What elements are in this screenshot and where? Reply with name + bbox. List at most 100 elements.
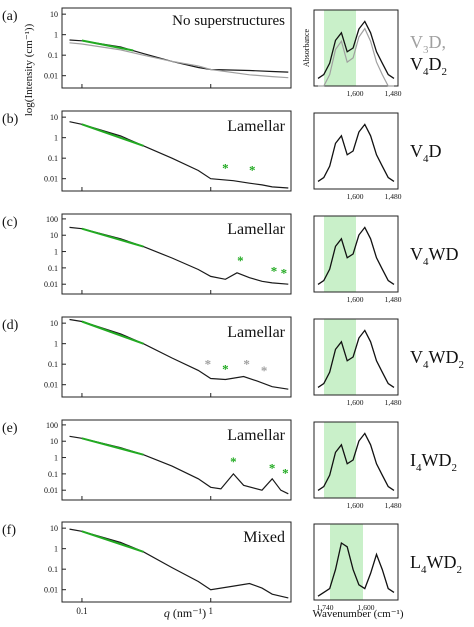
- sample-subscript: 4: [421, 564, 427, 576]
- x-axis-q-symbol: q: [164, 606, 170, 620]
- annotation: Mixed: [243, 529, 285, 546]
- y-tick-label: 0.01: [44, 72, 58, 81]
- y-tick-label: 0.1: [48, 51, 58, 60]
- sample-label: V4WD: [410, 244, 459, 268]
- sample-subscript: 4: [423, 66, 429, 78]
- sample-rest: WD: [427, 552, 457, 572]
- y-tick-label: 1: [54, 545, 58, 554]
- annotation: Lamellar: [227, 221, 285, 238]
- peak-marker: *: [222, 161, 229, 176]
- sample-label: I4WD2: [410, 450, 457, 474]
- peak-marker: *: [222, 362, 229, 377]
- saxs-frame: [61, 316, 292, 398]
- panel-label: (b): [2, 112, 19, 127]
- fit-line: [81, 39, 134, 52]
- ir-inset: 1,600 1,480: [313, 215, 402, 304]
- ir-tick-label: 1,480: [385, 89, 402, 98]
- ir-inset: 1,600 1,480: [313, 9, 402, 98]
- sample-subscript: 4: [423, 359, 429, 371]
- saxs-frame: [61, 213, 292, 295]
- annotation: Lamellar: [227, 427, 285, 444]
- y-tick-label: 1: [54, 454, 58, 463]
- series-line-black: [69, 318, 289, 390]
- sample-rest: D,: [429, 32, 447, 52]
- x-axis-label-wavenumber: Wavenumber (cm⁻¹): [313, 608, 404, 620]
- ir-spectrum: [317, 432, 395, 491]
- y-tick-label: 10: [50, 231, 58, 240]
- ir-tick-label: 1,600: [347, 501, 364, 510]
- peak-marker: *: [230, 454, 237, 469]
- y-tick-label: 0.01: [44, 486, 58, 495]
- x-axis-q-unit: (nm⁻¹): [173, 606, 206, 620]
- ir-tick-label: 1,600: [347, 398, 364, 407]
- panel-label: (d): [2, 318, 19, 333]
- ir-tick-label: 1,600: [347, 295, 364, 304]
- ir-spectrum: [317, 123, 395, 182]
- y-tick-label: 0.1: [48, 470, 58, 479]
- fit-line: [81, 123, 144, 147]
- sample-subscript: 4: [423, 256, 429, 268]
- annotation: Lamellar: [227, 118, 285, 135]
- saxs-frame: [61, 7, 292, 89]
- y-tick-label: 0.1: [48, 264, 58, 273]
- sample-label: V4D: [410, 141, 442, 165]
- ir-amide-band: [324, 319, 356, 395]
- ir-amide-band: [324, 10, 356, 86]
- panel-4: 100 10 1 0.1 0.01 * * * (e) Lamellar 1,600 1,480 I4W…: [2, 419, 457, 510]
- panel-0: 10 1 0.1 0.01 (a) No superstructures 1,600 1,48…: [2, 7, 447, 98]
- fit-line: [81, 320, 144, 345]
- ir-frame: [313, 421, 399, 499]
- fit-line: [81, 227, 144, 248]
- ir-tick-label: 1,480: [385, 295, 402, 304]
- ir-tick-label: 1,480: [385, 192, 402, 201]
- annotation: Lamellar: [227, 324, 285, 341]
- y-tick-label: 0.1: [48, 565, 58, 574]
- sample-label: V4D2: [410, 54, 447, 78]
- ir-tick-label: 1,740: [317, 603, 334, 612]
- peak-marker: *: [205, 357, 212, 372]
- panel-label: (f): [2, 523, 16, 538]
- panel-3: 10 1 0.1 0.01 * * * * (d) Lamellar 1,600 1,480 V4WD2: [2, 316, 465, 407]
- y-tick-label: 0.01: [44, 280, 58, 289]
- sample-label: L4WD2: [410, 552, 462, 576]
- ir-frame: [313, 112, 399, 190]
- ir-inset: 1,600 1,480: [313, 318, 402, 407]
- ir-amide-band: [324, 422, 356, 498]
- sample-subscript: 4: [423, 153, 429, 165]
- sample-rest: D: [429, 141, 442, 161]
- peak-marker: *: [282, 465, 289, 480]
- sample-label: V3D,: [410, 32, 446, 56]
- x-tick-label: 1: [208, 606, 213, 616]
- saxs-frame: [61, 419, 292, 501]
- series-line-black: [69, 121, 289, 189]
- y-tick-label: 1: [54, 248, 58, 257]
- series-line-gray: [69, 42, 289, 79]
- y-tick-label: 100: [46, 215, 58, 224]
- ir-inset: 1,740 1,600: [313, 523, 399, 612]
- sample-subscript: 3: [423, 44, 429, 56]
- fit-line: [81, 437, 144, 456]
- sample-subscript-2: 2: [459, 359, 465, 371]
- y-tick-label: 10: [50, 437, 58, 446]
- y-tick-label: 10: [50, 10, 58, 19]
- ir-tick-label: 1,600: [358, 603, 375, 612]
- peak-marker: *: [261, 363, 268, 378]
- y-tick-label: 100: [46, 421, 58, 430]
- sample-subscript: 4: [416, 462, 422, 474]
- ir-spectrum: [317, 541, 395, 597]
- y-tick-label: 1: [54, 340, 58, 349]
- series-line-black: [69, 435, 289, 495]
- annotation: No superstructures: [172, 13, 285, 29]
- peak-marker: *: [243, 357, 250, 372]
- saxs-frame: [61, 521, 292, 603]
- ir-absorbance-label: Absorbance: [302, 28, 311, 67]
- panel-5: 10 1 0.1 0.01 (f) Mixed 1,740 1,600 L4WD2: [2, 521, 462, 612]
- y-tick-label: 1: [54, 134, 58, 143]
- ir-spectrum: [317, 329, 395, 388]
- ir-inset: 1,600 1,480: [313, 421, 402, 510]
- ir-tick-label: 1,480: [385, 501, 402, 510]
- ir-tick-label: 1,480: [385, 398, 402, 407]
- peak-marker: *: [271, 263, 278, 278]
- panel-label: (c): [2, 215, 18, 230]
